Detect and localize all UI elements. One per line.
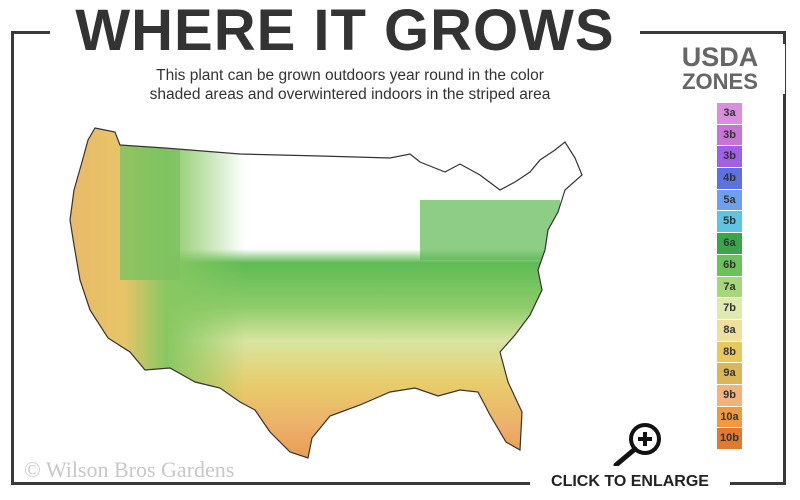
subtitle-line-2: shaded areas and overwintered indoors in… (149, 86, 551, 103)
rocky-zone (120, 140, 180, 280)
legend-zone-6b: 6b (717, 254, 742, 277)
legend-zone-10a: 10a (717, 406, 742, 429)
page-title: WHERE IT GROWS (50, 0, 640, 62)
legend-zone-10b: 10b (717, 428, 742, 450)
legend-zone-9a: 9a (717, 363, 742, 385)
subtitle: This plant can be grown outdoors year ro… (70, 66, 630, 104)
zone-legend: 3a 3b 3b 4b 5a 5b 6a 6b 7a 7b 8a 8b 9a 9b 10a 10b (717, 103, 742, 450)
legend-zone-6a: 6a (717, 233, 742, 255)
legend-title: USDA ZONES (655, 44, 785, 94)
legend-zone-7a: 7a (717, 276, 742, 299)
copyright-watermark: © Wilson Bros Gardens (24, 457, 235, 482)
legend-title-line-2: ZONES (682, 69, 758, 94)
legend-zone-4b: 4b (717, 168, 742, 190)
click-to-enlarge-button[interactable]: CLICK TO ENLARGE (530, 466, 730, 500)
magnifier-plus-icon[interactable] (608, 420, 664, 468)
legend-zone-5b: 5b (717, 211, 742, 234)
legend-zone-5a: 5a (717, 189, 742, 212)
legend-zone-8b: 8b (717, 341, 742, 364)
legend-zone-3a: 3a (717, 103, 742, 125)
legend-zone-9b: 9b (717, 384, 742, 407)
legend-zone-3b: 3b (717, 146, 742, 169)
legend-zone-7b: 7b (717, 298, 742, 320)
legend-zone-3b: 3b (717, 124, 742, 147)
us-outline (69, 127, 583, 459)
subtitle-line-1: This plant can be grown outdoors year ro… (156, 67, 544, 84)
northeast-zone (420, 200, 560, 260)
legend-title-line-1: USDA (681, 42, 759, 72)
usda-zone-map[interactable] (60, 120, 590, 460)
legend-zone-8a: 8a (717, 319, 742, 342)
